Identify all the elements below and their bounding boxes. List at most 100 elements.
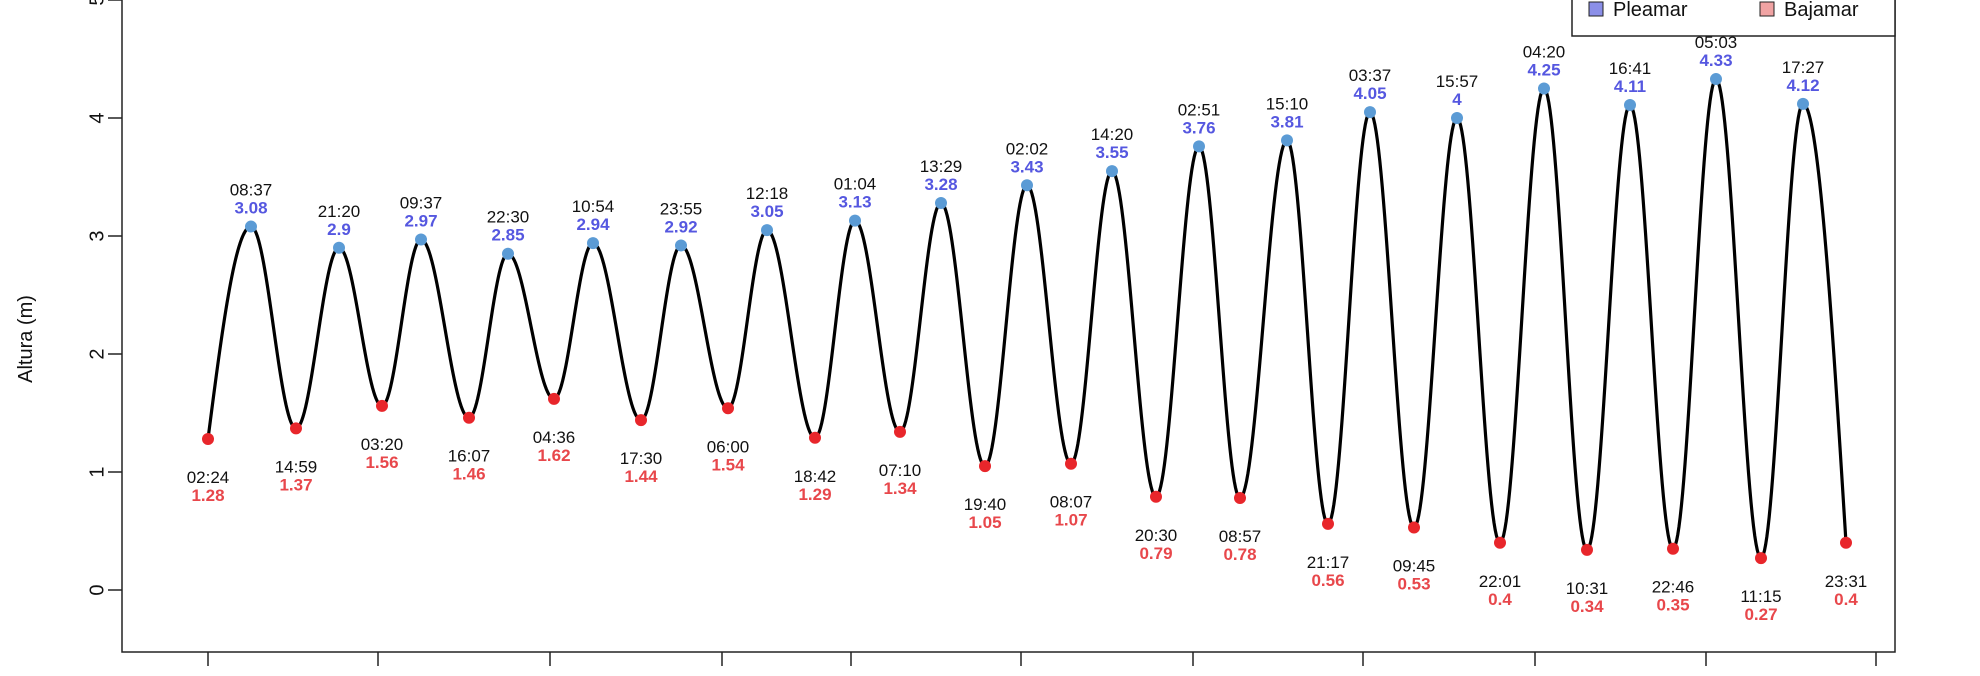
high-tide-point <box>333 241 345 254</box>
low-tide-point <box>1234 491 1246 504</box>
low-tide-value-label: 1.05 <box>968 513 1001 532</box>
low-tide-time-label: 06:00 <box>707 437 750 456</box>
high-tide-value-label: 2.85 <box>491 226 524 245</box>
high-tide-value-label: 4.11 <box>1614 77 1646 96</box>
low-tide-point <box>376 399 388 412</box>
low-tide-value-label: 1.07 <box>1054 511 1087 530</box>
low-tide-point <box>463 411 475 424</box>
high-tide-point <box>1193 140 1205 153</box>
low-tide-value-label: 0.27 <box>1744 605 1777 624</box>
high-tide-value-label: 3.55 <box>1095 143 1128 162</box>
low-tide-value-label: 0.34 <box>1570 597 1604 616</box>
high-tide-value-label: 2.94 <box>576 215 610 234</box>
high-tide-value-label: 3.81 <box>1270 112 1303 131</box>
legend: Pleamar Bajamar <box>1571 0 1896 37</box>
low-tide-point <box>1581 543 1593 556</box>
low-tide-time-label: 10:31 <box>1566 579 1609 598</box>
tide-points <box>202 73 1852 565</box>
low-tide-time-label: 09:45 <box>1393 556 1436 575</box>
high-tide-value-label: 2.9 <box>327 220 351 239</box>
low-tide-point <box>1322 517 1334 530</box>
high-tide-point <box>1538 82 1550 95</box>
low-tide-value-label: 0.4 <box>1488 590 1512 609</box>
high-tide-time-label: 17:27 <box>1782 58 1825 77</box>
low-tide-point <box>1840 536 1852 549</box>
low-tide-value-label: 1.37 <box>279 475 312 494</box>
high-tide-time-label: 02:02 <box>1006 139 1049 158</box>
y-tick-label: 3 <box>86 230 108 241</box>
high-tide-time-label: 09:37 <box>400 194 443 213</box>
low-tide-point <box>894 425 906 438</box>
high-tide-time-label: 05:03 <box>1695 33 1738 52</box>
low-tide-time-label: 11:15 <box>1740 587 1781 606</box>
high-tide-time-label: 14:20 <box>1091 125 1134 144</box>
low-tide-time-label: 22:46 <box>1652 578 1695 597</box>
high-tide-time-label: 12:18 <box>746 184 789 203</box>
high-tide-value-label: 4.33 <box>1699 51 1732 70</box>
low-tide-value-label: 0.56 <box>1311 571 1344 590</box>
low-tide-point <box>1065 457 1077 470</box>
low-tide-time-label: 23:31 <box>1825 572 1868 591</box>
low-tide-value-label: 1.28 <box>191 486 224 505</box>
legend-label-bajamar: Bajamar <box>1784 0 1859 21</box>
high-tide-value-label: 3.13 <box>838 193 871 212</box>
low-tide-time-label: 14:59 <box>275 457 318 476</box>
low-tide-point <box>1408 521 1420 534</box>
legend-label-pleamar: Pleamar <box>1613 0 1688 21</box>
low-tide-time-label: 20:30 <box>1135 526 1178 545</box>
x-axis <box>207 652 1877 666</box>
high-tide-point <box>245 220 257 233</box>
low-tide-point <box>809 431 821 444</box>
low-tide-point <box>202 432 214 445</box>
y-tick-label: 1 <box>86 466 108 477</box>
high-tide-time-label: 08:37 <box>230 181 273 200</box>
high-tide-time-label: 04:20 <box>1523 43 1566 62</box>
low-tide-time-label: 04:36 <box>533 428 576 447</box>
high-tide-value-label: 2.97 <box>404 212 437 231</box>
low-tide-time-label: 02:24 <box>187 468 230 487</box>
low-tide-value-label: 0.4 <box>1834 590 1858 609</box>
high-tide-value-label: 3.43 <box>1010 157 1043 176</box>
low-tide-time-label: 08:07 <box>1050 493 1093 512</box>
low-tide-point <box>1494 536 1506 549</box>
y-axis-title: Altura (m) <box>15 295 37 383</box>
high-tide-value-label: 4 <box>1452 90 1462 109</box>
high-tide-time-label: 02:51 <box>1178 100 1221 119</box>
low-tide-time-label: 19:40 <box>964 495 1007 514</box>
high-tide-time-label: 10:54 <box>572 197 615 216</box>
high-tide-value-label: 4.12 <box>1786 76 1819 95</box>
high-tide-time-label: 15:57 <box>1436 72 1479 91</box>
low-tide-value-label: 0.79 <box>1139 544 1172 563</box>
low-tide-value-label: 1.62 <box>537 446 570 465</box>
low-tide-point <box>1150 490 1162 503</box>
low-tide-time-label: 21:17 <box>1307 553 1350 572</box>
high-tide-time-label: 23:55 <box>660 199 703 218</box>
legend-swatch-pleamar <box>1588 1 1604 17</box>
low-tide-point <box>1667 542 1679 555</box>
high-tide-point <box>849 214 861 227</box>
low-tide-point <box>290 422 302 435</box>
low-tide-point <box>548 392 560 405</box>
high-tide-point <box>1281 134 1293 147</box>
high-tide-value-label: 3.28 <box>924 175 957 194</box>
high-tide-point <box>587 237 599 250</box>
high-tide-time-label: 03:37 <box>1349 66 1392 85</box>
high-tide-point <box>675 239 687 252</box>
high-tide-time-label: 16:41 <box>1609 59 1652 78</box>
high-tide-time-label: 01:04 <box>834 175 877 194</box>
low-tide-value-label: 1.34 <box>883 479 917 498</box>
high-tide-point <box>1364 106 1376 119</box>
low-tide-value-label: 1.56 <box>365 453 398 472</box>
high-tide-value-label: 4.05 <box>1353 84 1386 103</box>
tide-labels: 02:241.28 08:373.08 14:591.37 21:202.9 03:20… <box>187 33 1868 624</box>
high-tide-time-label: 15:10 <box>1266 94 1309 113</box>
low-tide-value-label: 0.53 <box>1397 574 1430 593</box>
low-tide-point <box>1755 552 1767 565</box>
high-tide-time-label: 21:20 <box>318 202 361 221</box>
high-tide-value-label: 3.08 <box>234 199 267 218</box>
high-tide-point <box>1106 165 1118 178</box>
high-tide-time-label: 22:30 <box>487 208 530 227</box>
high-tide-point <box>761 224 773 237</box>
y-tick-label: 5 <box>86 0 108 6</box>
